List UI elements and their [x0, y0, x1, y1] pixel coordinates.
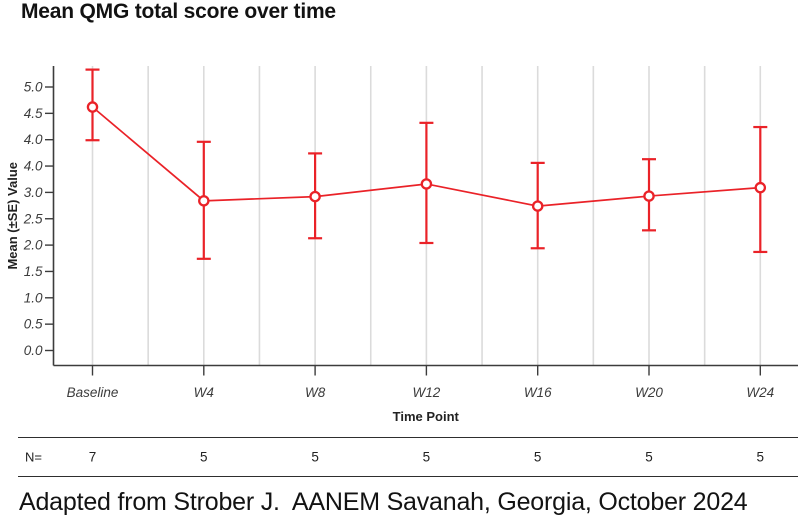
n-value: 5 [200, 449, 208, 465]
x-tick-label: W16 [524, 385, 552, 400]
n-value: 5 [311, 449, 319, 465]
n-value: 5 [645, 449, 653, 465]
n-value: 5 [756, 449, 765, 465]
y-tick-label: 2.0 [23, 238, 43, 253]
n-value: 5 [422, 449, 431, 465]
data-point-marker [198, 195, 210, 207]
x-tick-label: W20 [635, 385, 663, 400]
data-point-marker [309, 190, 321, 203]
x-axis-title: Time Point [393, 409, 460, 424]
x-tick-label: W8 [305, 385, 326, 400]
data-point-marker [754, 181, 767, 194]
y-tick-label: 2.5 [23, 211, 43, 226]
data-point-marker [420, 178, 433, 190]
y-axis-title: Mean (±SE) Value [5, 162, 20, 270]
x-tick-label: W4 [194, 385, 214, 400]
qmg-line-chart: 5.0 4.5 4.0 4.0 3.0 2.5 2.0 1.5 1.0 0.5 0.0 Baselin… [5, 66, 798, 424]
data-point-marker [531, 200, 544, 212]
y-tick-label: 0.0 [24, 343, 43, 358]
n-label: N= [25, 449, 42, 465]
x-tick-label: W12 [413, 385, 441, 400]
y-tick-label: 4.0 [24, 159, 43, 174]
y-tick-label: 4.5 [24, 106, 43, 121]
n-table: N= 7 5 5 5 5 5 5 [18, 437, 798, 477]
chart-title: Mean QMG total score over time [21, 0, 336, 23]
n-value: 5 [533, 449, 542, 465]
y-tick-label: 5.0 [24, 80, 43, 95]
data-point-marker [86, 101, 99, 113]
x-tick-label: Baseline [67, 385, 119, 400]
y-tick-label: 1.0 [24, 290, 43, 305]
y-tick-label: 1.5 [24, 264, 43, 279]
y-tick-label: 0.5 [24, 317, 43, 332]
data-point-marker [643, 190, 655, 202]
y-tick-label: 4.0 [24, 132, 43, 147]
n-value: 7 [88, 449, 97, 465]
y-tick-label: 3.0 [24, 185, 43, 200]
x-tick-label: W24 [746, 385, 774, 400]
source-caption: Adapted from Strober J. AANEM Savanah, G… [19, 488, 748, 516]
